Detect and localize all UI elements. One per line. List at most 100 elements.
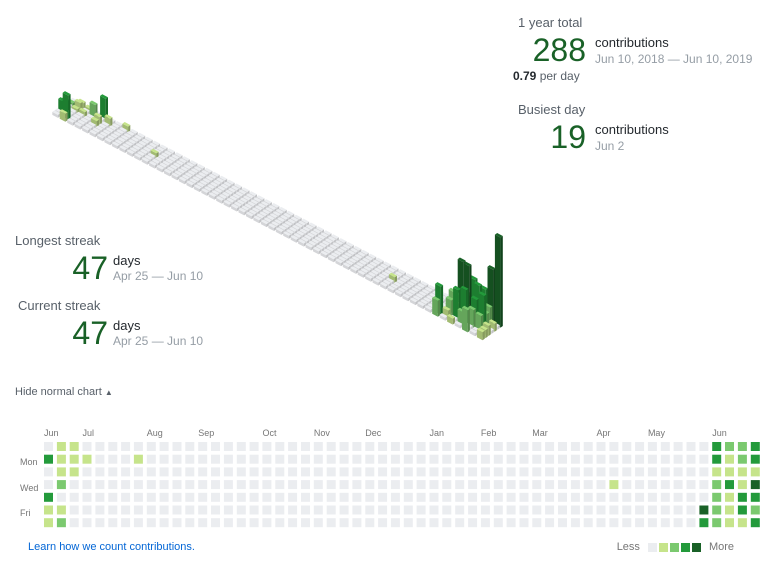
calendar-day-cell[interactable] xyxy=(725,480,734,490)
calendar-day-cell[interactable] xyxy=(390,505,400,515)
calendar-day-cell[interactable] xyxy=(301,505,310,515)
calendar-day-cell[interactable] xyxy=(95,480,105,490)
calendar-day-cell[interactable] xyxy=(378,492,388,502)
calendar-day-cell[interactable] xyxy=(429,442,439,451)
calendar-day-cell[interactable] xyxy=(262,442,272,451)
calendar-day-cell[interactable] xyxy=(647,442,657,451)
calendar-day-cell[interactable] xyxy=(108,518,118,528)
calendar-day-cell[interactable] xyxy=(442,467,452,477)
calendar-day-cell[interactable] xyxy=(737,480,747,490)
calendar-day-cell[interactable] xyxy=(583,480,593,490)
calendar-day-cell[interactable] xyxy=(82,505,92,515)
calendar-day-cell[interactable] xyxy=(172,442,182,451)
calendar-day-cell[interactable] xyxy=(172,454,182,464)
calendar-day-cell[interactable] xyxy=(506,480,516,490)
calendar-day-cell[interactable] xyxy=(56,518,66,528)
calendar-day-cell[interactable] xyxy=(519,454,529,464)
calendar-day-cell[interactable] xyxy=(686,442,696,451)
calendar-day-cell[interactable] xyxy=(596,492,606,502)
calendar-day-cell[interactable] xyxy=(429,454,439,464)
calendar-day-cell[interactable] xyxy=(416,442,426,451)
calendar-day-cell[interactable] xyxy=(545,492,555,502)
calendar-day-cell[interactable] xyxy=(532,442,542,451)
calendar-day-cell[interactable] xyxy=(95,505,105,515)
calendar-day-cell[interactable] xyxy=(737,442,747,451)
calendar-day-cell[interactable] xyxy=(429,505,439,515)
calendar-day-cell[interactable] xyxy=(596,454,606,464)
calendar-day-cell[interactable] xyxy=(198,492,208,502)
calendar-day-cell[interactable] xyxy=(673,454,683,464)
calendar-day-cell[interactable] xyxy=(622,518,632,528)
calendar-day-cell[interactable] xyxy=(133,492,143,502)
calendar-day-cell[interactable] xyxy=(480,492,490,502)
calendar-day-cell[interactable] xyxy=(378,518,388,528)
calendar-day-cell[interactable] xyxy=(198,454,208,464)
calendar-day-cell[interactable] xyxy=(301,492,310,502)
calendar-day-cell[interactable] xyxy=(133,505,143,515)
calendar-day-cell[interactable] xyxy=(249,480,259,490)
calendar-day-cell[interactable] xyxy=(223,442,233,451)
calendar-day-cell[interactable] xyxy=(493,442,503,451)
calendar-day-cell[interactable] xyxy=(725,454,734,464)
calendar-day-cell[interactable] xyxy=(750,442,760,451)
calendar-day-cell[interactable] xyxy=(185,454,195,464)
calendar-day-cell[interactable] xyxy=(108,467,118,477)
hide-normal-chart-toggle[interactable]: Hide normal chart ▲ xyxy=(15,386,113,398)
calendar-day-cell[interactable] xyxy=(133,518,143,528)
calendar-day-cell[interactable] xyxy=(159,492,169,502)
calendar-day-cell[interactable] xyxy=(69,492,79,502)
calendar-day-cell[interactable] xyxy=(365,480,375,490)
calendar-day-cell[interactable] xyxy=(339,454,349,464)
calendar-day-cell[interactable] xyxy=(519,442,529,451)
calendar-day-cell[interactable] xyxy=(108,454,118,464)
calendar-day-cell[interactable] xyxy=(403,480,413,490)
calendar-day-cell[interactable] xyxy=(493,480,503,490)
calendar-day-cell[interactable] xyxy=(352,454,362,464)
calendar-day-cell[interactable] xyxy=(480,442,490,451)
calendar-day-cell[interactable] xyxy=(455,505,465,515)
calendar-day-cell[interactable] xyxy=(172,518,182,528)
calendar-day-cell[interactable] xyxy=(121,480,131,490)
calendar-day-cell[interactable] xyxy=(262,505,272,515)
calendar-day-cell[interactable] xyxy=(699,442,709,451)
calendar-day-cell[interactable] xyxy=(211,505,220,515)
calendar-day-cell[interactable] xyxy=(558,480,567,490)
calendar-day-cell[interactable] xyxy=(236,480,246,490)
calendar-day-cell[interactable] xyxy=(403,518,413,528)
calendar-day-cell[interactable] xyxy=(172,505,182,515)
calendar-day-cell[interactable] xyxy=(622,480,632,490)
calendar-day-cell[interactable] xyxy=(609,505,619,515)
calendar-day-cell[interactable] xyxy=(609,480,619,490)
calendar-day-cell[interactable] xyxy=(82,442,92,451)
calendar-day-cell[interactable] xyxy=(609,442,619,451)
calendar-day-cell[interactable] xyxy=(95,492,105,502)
calendar-day-cell[interactable] xyxy=(82,467,92,477)
calendar-day-cell[interactable] xyxy=(44,442,53,451)
calendar-day-cell[interactable] xyxy=(339,467,349,477)
calendar-day-cell[interactable] xyxy=(545,505,555,515)
calendar-day-cell[interactable] xyxy=(146,442,156,451)
calendar-day-cell[interactable] xyxy=(468,467,478,477)
calendar-day-cell[interactable] xyxy=(211,518,220,528)
calendar-day-cell[interactable] xyxy=(223,467,233,477)
calendar-day-cell[interactable] xyxy=(570,442,580,451)
calendar-day-cell[interactable] xyxy=(56,467,66,477)
calendar-day-cell[interactable] xyxy=(532,505,542,515)
calendar-day-cell[interactable] xyxy=(519,518,529,528)
calendar-day-cell[interactable] xyxy=(326,492,336,502)
calendar-day-cell[interactable] xyxy=(275,454,285,464)
calendar-day-cell[interactable] xyxy=(403,442,413,451)
calendar-day-cell[interactable] xyxy=(622,505,632,515)
calendar-day-cell[interactable] xyxy=(416,480,426,490)
calendar-day-cell[interactable] xyxy=(583,454,593,464)
calendar-day-cell[interactable] xyxy=(108,505,118,515)
calendar-day-cell[interactable] xyxy=(455,480,465,490)
calendar-day-cell[interactable] xyxy=(198,442,208,451)
calendar-day-cell[interactable] xyxy=(442,480,452,490)
calendar-day-cell[interactable] xyxy=(570,505,580,515)
calendar-day-cell[interactable] xyxy=(442,442,452,451)
calendar-day-cell[interactable] xyxy=(159,518,169,528)
calendar-day-cell[interactable] xyxy=(313,492,323,502)
calendar-day-cell[interactable] xyxy=(211,467,220,477)
calendar-day-cell[interactable] xyxy=(712,505,722,515)
